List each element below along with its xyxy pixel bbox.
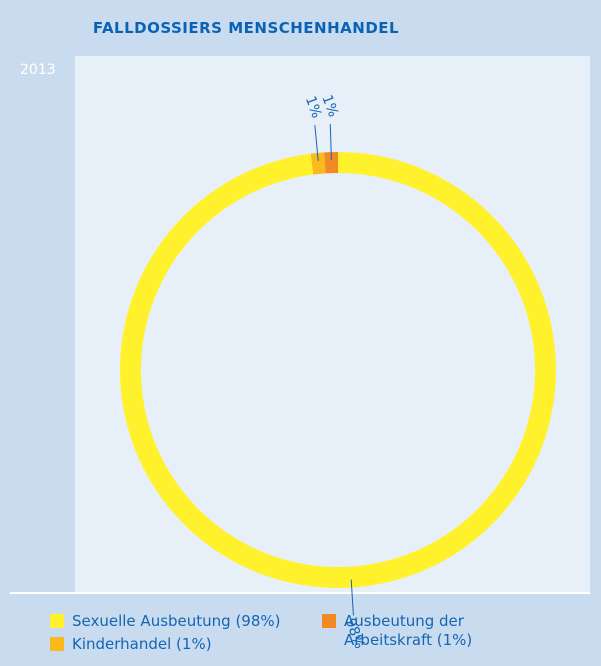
legend-swatch [322,614,336,628]
chart-title: FALLDOSSIERS MENSCHENHANDEL [93,19,399,37]
legend-swatch [50,614,64,628]
legend-item: Kinderhandel (1%) [50,635,212,654]
value-label: 1% [318,93,341,119]
plot-panel [75,56,590,592]
legend-item: Sexuelle Ausbeutung (98%) [50,612,281,631]
slice [324,152,338,174]
legend-item: Ausbeutung der Arbeitskraft (1%) [322,612,507,650]
leader-line [329,124,332,161]
legend-label: Sexuelle Ausbeutung (98%) [72,612,281,630]
leader-line [314,125,319,161]
value-label: 1% [302,94,325,120]
legend-swatch [50,637,64,651]
divider [10,592,590,594]
year-label: 2013 [20,62,56,78]
slice [310,152,326,175]
legend-label: Ausbeutung der Arbeitskraft (1%) [344,612,473,649]
leader-line [350,579,354,616]
legend-label: Kinderhandel (1%) [72,635,212,653]
